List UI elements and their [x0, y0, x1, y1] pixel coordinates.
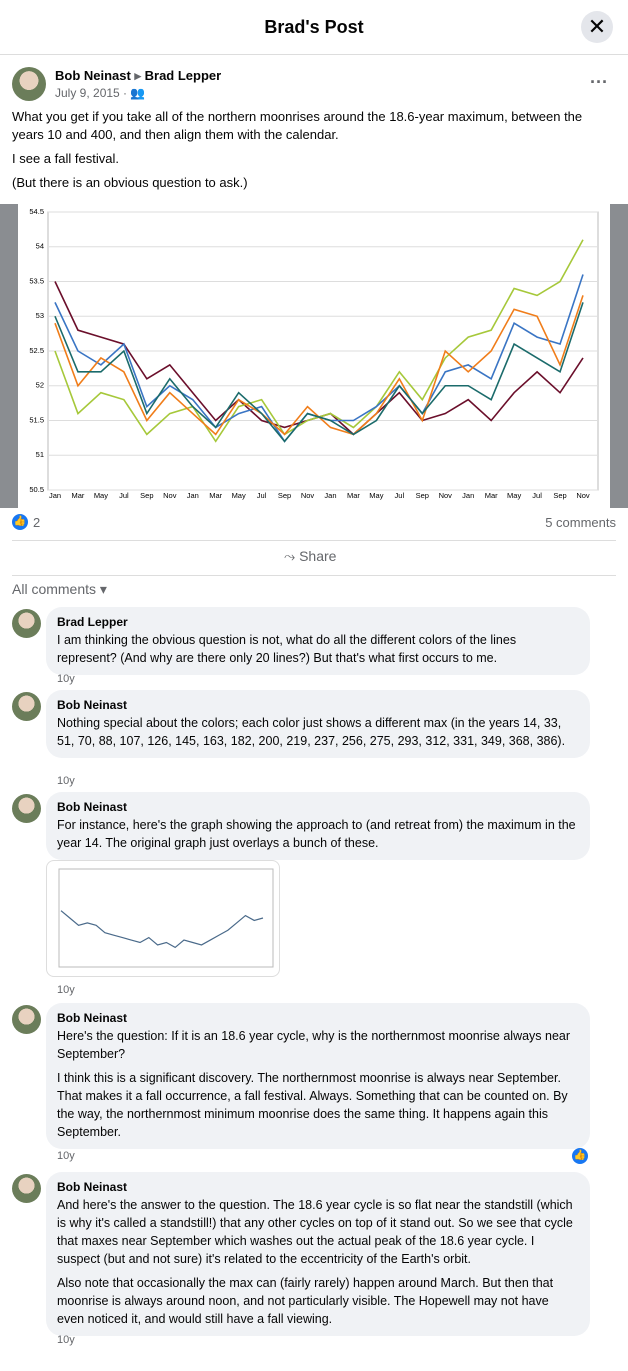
share-label: Share [299, 548, 337, 564]
y-tick-label: 51.5 [29, 415, 44, 424]
comment-time[interactable]: 10y [57, 775, 75, 787]
avatar[interactable] [12, 1005, 41, 1034]
avatar[interactable] [12, 67, 46, 101]
y-tick-label: 53.5 [29, 276, 44, 285]
comment-time[interactable]: 10y [57, 1150, 75, 1162]
avatar[interactable] [12, 1174, 41, 1203]
comment-bubble: Bob Neinast Nothing special about the col… [46, 690, 590, 758]
comment-bubble: Brad Lepper I am thinking the obvious que… [46, 607, 590, 675]
divider [12, 575, 616, 576]
close-button[interactable]: ✕ [581, 11, 613, 43]
comment-text: I think this is a significant discovery.… [57, 1071, 568, 1139]
y-tick-label: 54 [36, 242, 44, 251]
x-tick-label: Sep [140, 491, 153, 500]
y-tick-label: 52.5 [29, 346, 44, 355]
comment-author[interactable]: Bob Neinast [57, 1180, 128, 1194]
y-tick-label: 50.5 [29, 485, 44, 494]
x-tick-label: Jan [49, 491, 61, 500]
y-tick-label: 52 [36, 381, 44, 390]
share-button[interactable]: ⤳ Share [284, 548, 337, 564]
comment-author[interactable]: Bob Neinast [57, 800, 128, 814]
comment-text: And here's the answer to the question. T… [57, 1198, 573, 1266]
comment-like-icon: 👍 [572, 1148, 588, 1164]
x-tick-label: Jul [395, 491, 405, 500]
comment-bubble: Bob Neinast And here's the answer to the … [46, 1172, 590, 1336]
post-author-line: Bob Neinast ▸ Brad Lepper [55, 68, 222, 83]
comment-filter[interactable]: All comments ▾ [12, 581, 107, 597]
post-paragraph: What you get if you take all of the nort… [12, 109, 583, 142]
post-text: What you get if you take all of the nort… [12, 108, 612, 198]
avatar[interactable] [12, 794, 41, 823]
title: Brad's Post [264, 17, 364, 37]
comment-author[interactable]: Brad Lepper [57, 615, 128, 629]
x-tick-label: Jul [119, 491, 129, 500]
x-tick-label: Mar [209, 491, 222, 500]
comment-author[interactable]: Bob Neinast [57, 698, 128, 712]
x-tick-label: Jan [324, 491, 336, 500]
filter-label: All comments [12, 581, 97, 597]
comment-text: Also note that occasionally the max can … [57, 1276, 554, 1326]
plot-area [58, 868, 274, 968]
x-tick-label: May [369, 491, 383, 500]
comment-author[interactable]: Bob Neinast [57, 1011, 128, 1025]
like-icon: 👍 [12, 514, 28, 530]
thumbnail-chart[interactable] [46, 860, 280, 977]
comment-text: I am thinking the obvious question is no… [57, 633, 517, 665]
x-tick-label: Mar [347, 491, 360, 500]
divider [12, 540, 616, 541]
x-tick-label: Jul [532, 491, 542, 500]
comment-time[interactable]: 10y [57, 1334, 75, 1346]
post-date: July 9, 2015 · 👥 [55, 86, 146, 100]
comment-time[interactable]: 10y [57, 984, 75, 996]
x-tick-label: Jul [257, 491, 267, 500]
comment-bubble: Bob Neinast For instance, here's the grap… [46, 792, 590, 860]
x-tick-label: Nov [576, 491, 590, 500]
comment-text: Here's the question: If it is an 18.6 ye… [57, 1029, 571, 1061]
comment-text: Nothing special about the colors; each c… [57, 716, 566, 748]
x-tick-label: Sep [553, 491, 566, 500]
header: Brad's Post ✕ [0, 0, 628, 55]
reaction-count[interactable]: 2 [33, 515, 41, 530]
post-paragraph: (But there is an obvious question to ask… [12, 175, 248, 190]
x-tick-label: Mar [71, 491, 84, 500]
x-tick-label: May [507, 491, 521, 500]
comment-text: For instance, here's the graph showing t… [57, 818, 576, 850]
comment-count[interactable]: 5 comments [545, 515, 616, 530]
x-tick-label: Sep [278, 491, 291, 500]
author[interactable]: Bob Neinast [55, 68, 131, 83]
post-paragraph: I see a fall festival. [12, 151, 119, 166]
x-tick-label: Mar [485, 491, 498, 500]
target[interactable]: Brad Lepper [144, 68, 222, 83]
x-tick-label: Sep [416, 491, 429, 500]
chart[interactable]: 54.5 54 53.5 53 52.5 52 51.5 51 50.5 Jan Mar May Jul… [18, 204, 610, 508]
comment-time[interactable]: 10y [57, 673, 75, 685]
avatar[interactable] [12, 609, 41, 638]
more-button[interactable]: ··· [590, 72, 608, 92]
series-line [54, 302, 584, 443]
avatar[interactable] [12, 692, 41, 721]
x-tick-label: May [232, 491, 246, 500]
x-tick-label: Nov [439, 491, 453, 500]
series-line [60, 910, 264, 949]
x-tick-label: Nov [301, 491, 315, 500]
y-tick-label: 54.5 [29, 207, 44, 216]
x-tick-label: Nov [163, 491, 177, 500]
y-tick-label: 53 [36, 311, 44, 320]
x-tick-label: May [94, 491, 108, 500]
y-tick-label: 51 [36, 450, 44, 459]
comment-bubble: Bob Neinast Here's the question: If it is… [46, 1003, 590, 1149]
x-tick-label: Jan [462, 491, 474, 500]
x-tick-label: Jan [187, 491, 199, 500]
date[interactable]: July 9, 2015 [55, 86, 120, 100]
